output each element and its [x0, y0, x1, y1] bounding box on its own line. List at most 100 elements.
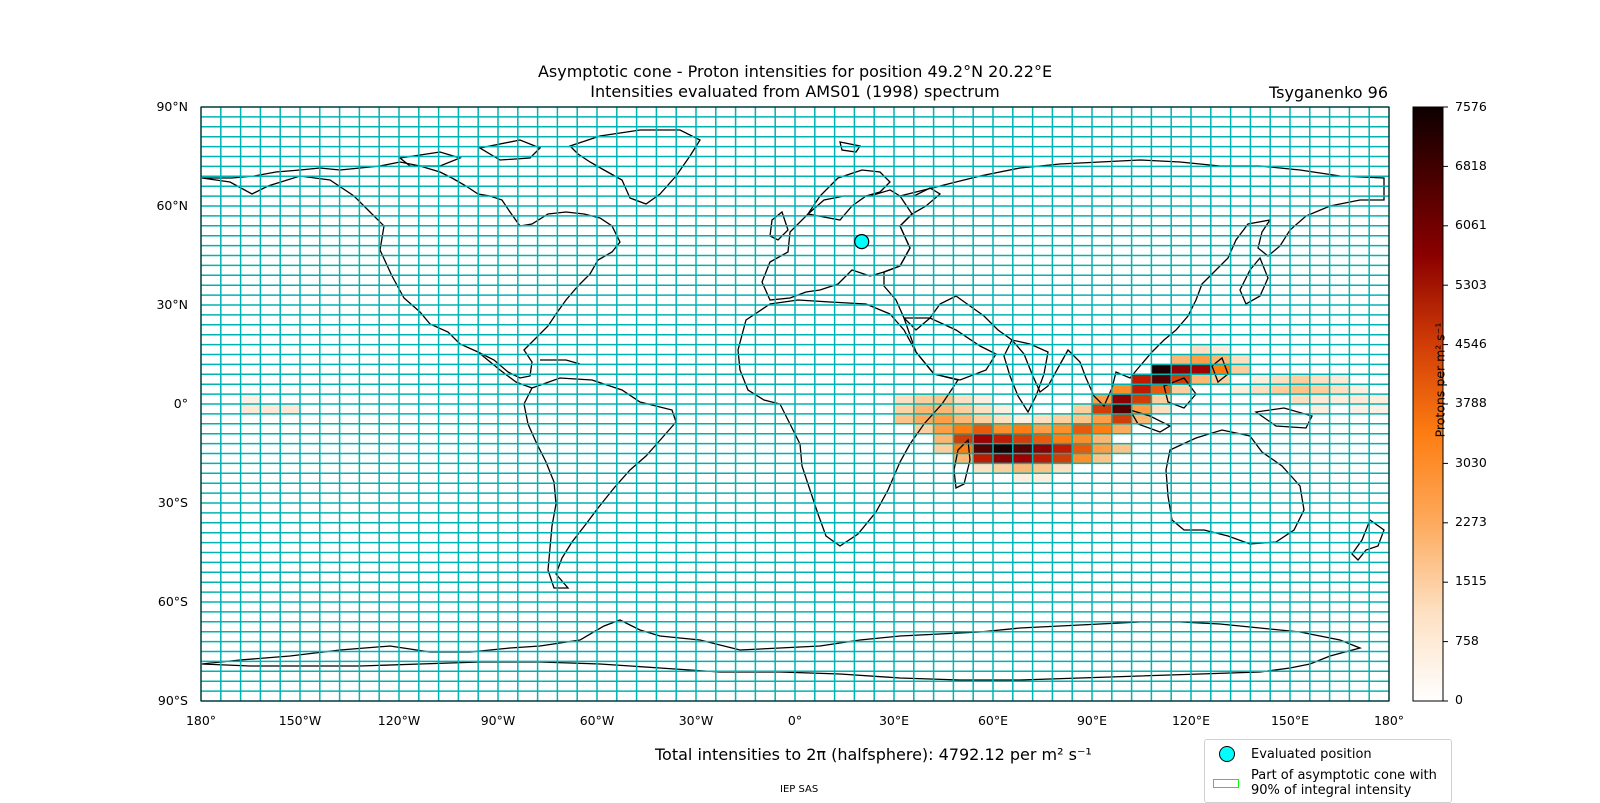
intensity-cell [1032, 453, 1053, 464]
intensity-cell [1230, 354, 1251, 365]
model-label: Tsyganenko 96 [1269, 83, 1388, 102]
map-frame [200, 106, 1390, 702]
lat-tick-30s: 30°S [157, 495, 188, 510]
intensity-cell [993, 413, 1013, 424]
intensity-cell [1171, 384, 1191, 395]
intensity-cell [913, 413, 934, 424]
intensity-cell [933, 423, 954, 434]
legend-item-evaluated: Evaluated position [1251, 746, 1372, 762]
intensity-cell [1092, 433, 1112, 444]
intensity-cell [1012, 433, 1033, 444]
intensity-cell [1369, 404, 1389, 414]
intensity-cell [894, 404, 914, 414]
intensity-cell [1191, 354, 1211, 365]
intensity-cell [1349, 384, 1370, 395]
colorbar-tick-5: 3788 [1455, 395, 1487, 410]
intensity-cell [1290, 394, 1310, 404]
lon-tick-90w: 90°W [480, 713, 516, 728]
intensity-cell [1191, 344, 1211, 355]
intensity-cell [993, 423, 1013, 434]
colorbar-tick-10: 7576 [1455, 99, 1487, 114]
intensity-cell [913, 423, 934, 434]
legend-item-cone-line2: 90% of integral intensity [1251, 783, 1412, 798]
intensity-cell [1092, 443, 1112, 454]
intensity-cell [1052, 423, 1073, 434]
intensity-cell [973, 423, 993, 434]
colorbar-tick-9: 6818 [1455, 158, 1487, 173]
intensity-cell [1131, 374, 1152, 385]
intensity-cell [1151, 404, 1172, 414]
intensity-cell [993, 404, 1013, 414]
chart-title-line1: Asymptotic cone - Proton intensities for… [537, 62, 1053, 81]
intensity-cell [1151, 394, 1172, 404]
intensity-cell [1290, 374, 1310, 385]
lat-tick-90s: 90°S [157, 693, 188, 708]
intensity-cell [973, 463, 993, 474]
intensity-cell [1092, 413, 1112, 424]
lon-tick-90e: 90°E [1076, 713, 1108, 728]
intensity-cell [1151, 364, 1172, 375]
colorbar-tick-4: 3030 [1455, 455, 1487, 470]
intensity-cell [1111, 423, 1132, 434]
colorbar-tick-8: 6061 [1455, 217, 1487, 232]
colorbar [1412, 106, 1444, 702]
intensity-cell [1329, 394, 1350, 404]
chart-title-line2: Intensities evaluated from AMS01 (1998) … [590, 82, 1000, 101]
colorbar-tick-6: 4546 [1455, 336, 1487, 351]
colorbar-tick-2: 1515 [1455, 573, 1487, 588]
intensity-cell [1191, 364, 1211, 375]
intensity-cell [1092, 404, 1112, 414]
intensity-cell [1072, 453, 1092, 464]
intensity-cell [1309, 374, 1330, 385]
lon-tick-60w: 60°W [579, 713, 615, 728]
intensity-cell [973, 404, 993, 414]
intensity-cell [1092, 423, 1112, 434]
intensity-cell [1012, 463, 1033, 474]
grid-lines [200, 106, 1390, 702]
intensity-cell [1052, 413, 1073, 424]
intensity-cell [953, 423, 974, 434]
intensity-cell [1092, 394, 1112, 404]
intensity-cell [1032, 413, 1053, 424]
lon-tick-60e: 60°E [977, 713, 1009, 728]
lon-tick-120e: 120°E [1171, 713, 1210, 728]
intensity-cell [1309, 394, 1330, 404]
intensity-cell [1191, 374, 1211, 385]
lon-tick-180e: 180° [1373, 713, 1405, 728]
intensity-cell [1052, 463, 1073, 474]
intensity-cell [1250, 374, 1271, 385]
intensity-cell [1329, 384, 1350, 395]
intensity-cell [260, 404, 281, 414]
intensity-cell [894, 413, 914, 424]
lon-tick-150e: 150°E [1270, 713, 1309, 728]
lon-tick-30e: 30°E [878, 713, 910, 728]
intensity-cell [1012, 423, 1033, 434]
intensity-cell [1072, 404, 1092, 414]
intensity-cell [1072, 443, 1092, 454]
intensity-cell [973, 433, 993, 444]
intensity-cell [1151, 374, 1172, 385]
lon-tick-0: 0° [787, 713, 803, 728]
intensity-cell [913, 394, 934, 404]
intensity-cell [1111, 384, 1132, 395]
intensity-cell [933, 404, 954, 414]
intensity-cell [1052, 433, 1073, 444]
intensity-cell [240, 404, 261, 414]
intensity-cell [953, 404, 974, 414]
intensity-cell [973, 453, 993, 464]
intensity-cell [1111, 394, 1132, 404]
intensity-cell [933, 443, 954, 454]
intensity-cell [993, 453, 1013, 464]
intensity-cell [953, 453, 974, 464]
evaluated-position-swatch [1219, 746, 1235, 762]
colorbar-label: Protons per m² s⁻¹ [1432, 322, 1448, 438]
intensity-cell [1111, 413, 1132, 424]
intensity-cell [1032, 463, 1053, 474]
intensity-cell [1230, 384, 1251, 395]
intensity-cell [1032, 433, 1053, 444]
intensity-cell [1349, 404, 1370, 414]
intensity-cell [1270, 384, 1290, 395]
intensity-cell [1309, 404, 1330, 414]
intensity-cell [933, 394, 954, 404]
intensity-cell [1032, 423, 1053, 434]
